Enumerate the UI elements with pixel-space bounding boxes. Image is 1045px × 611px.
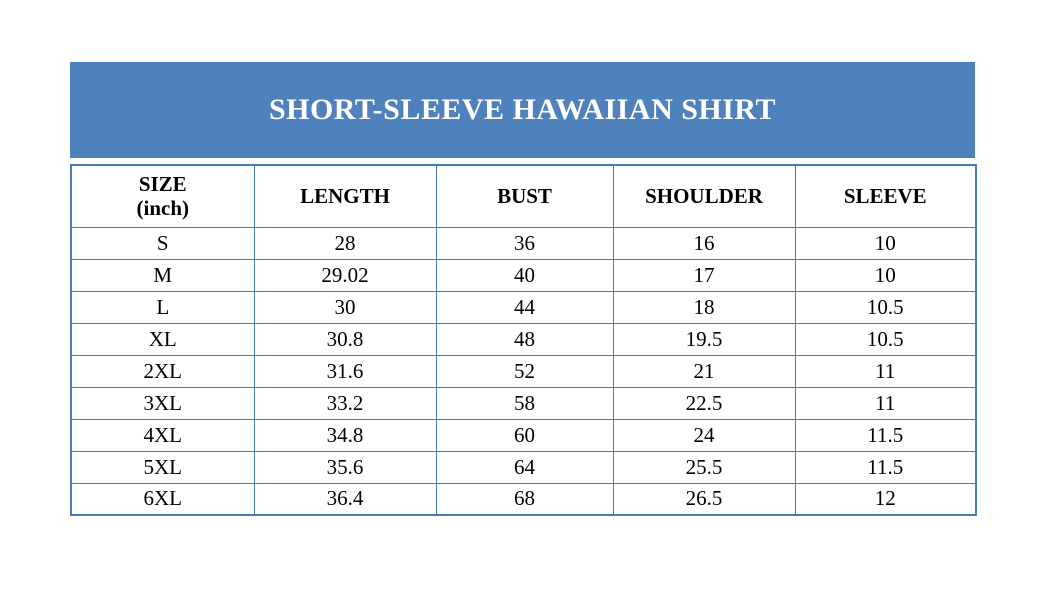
cell-length: 34.8	[253, 418, 437, 452]
cell-sleeve: 10	[794, 258, 977, 292]
cell-shoulder: 22.5	[612, 386, 796, 420]
cell-shoulder: 21	[612, 354, 796, 388]
cell-size: L	[70, 290, 255, 324]
cell-shoulder: 18	[612, 290, 796, 324]
cell-size: S	[70, 226, 255, 260]
table-row: 6XL 36.4 68 26.5 12	[70, 482, 977, 516]
page-title: SHORT-SLEEVE HAWAIIAN SHIRT	[268, 93, 777, 126]
chart-title-banner: SHORT-SLEEVE HAWAIIAN SHIRT	[70, 62, 975, 158]
col-header-shoulder: SHOULDER	[612, 164, 796, 228]
cell-length: 36.4	[253, 482, 437, 516]
cell-length: 29.02	[253, 258, 437, 292]
header-row: SIZE (inch) LENGTH BUST SHOULDER SLEEVE	[70, 164, 977, 228]
table-row: 5XL 35.6 64 25.5 11.5	[70, 450, 977, 484]
cell-length: 35.6	[253, 450, 437, 484]
cell-sleeve: 11	[794, 354, 977, 388]
cell-length: 30.8	[253, 322, 437, 356]
table-row: XL 30.8 48 19.5 10.5	[70, 322, 977, 356]
table-row: 3XL 33.2 58 22.5 11	[70, 386, 977, 420]
cell-length: 31.6	[253, 354, 437, 388]
table-row: 2XL 31.6 52 21 11	[70, 354, 977, 388]
table-row: L 30 44 18 10.5	[70, 290, 977, 324]
cell-length: 33.2	[253, 386, 437, 420]
cell-bust: 36	[435, 226, 614, 260]
cell-bust: 64	[435, 450, 614, 484]
cell-sleeve: 11.5	[794, 450, 977, 484]
cell-size: M	[70, 258, 255, 292]
cell-sleeve: 10.5	[794, 290, 977, 324]
col-header-size-line2: (inch)	[136, 196, 190, 221]
cell-size: 2XL	[70, 354, 255, 388]
cell-size: 6XL	[70, 482, 255, 516]
cell-size: 3XL	[70, 386, 255, 420]
cell-bust: 40	[435, 258, 614, 292]
cell-bust: 48	[435, 322, 614, 356]
cell-sleeve: 10.5	[794, 322, 977, 356]
cell-shoulder: 17	[612, 258, 796, 292]
table-row: M 29.02 40 17 10	[70, 258, 977, 292]
cell-shoulder: 19.5	[612, 322, 796, 356]
cell-shoulder: 24	[612, 418, 796, 452]
cell-bust: 44	[435, 290, 614, 324]
cell-sleeve: 11	[794, 386, 977, 420]
cell-size: XL	[70, 322, 255, 356]
cell-size: 5XL	[70, 450, 255, 484]
cell-sleeve: 10	[794, 226, 977, 260]
col-header-length: LENGTH	[253, 164, 437, 228]
cell-bust: 58	[435, 386, 614, 420]
cell-length: 30	[253, 290, 437, 324]
cell-shoulder: 25.5	[612, 450, 796, 484]
col-header-sleeve: SLEEVE	[794, 164, 977, 228]
cell-size: 4XL	[70, 418, 255, 452]
size-chart-table: SIZE (inch) LENGTH BUST SHOULDER SLEEVE …	[70, 164, 977, 516]
cell-sleeve: 11.5	[794, 418, 977, 452]
table-row: 4XL 34.8 60 24 11.5	[70, 418, 977, 452]
cell-bust: 60	[435, 418, 614, 452]
size-chart-page: SHORT-SLEEVE HAWAIIAN SHIRT SIZE (inch) …	[70, 62, 977, 516]
cell-shoulder: 26.5	[612, 482, 796, 516]
cell-bust: 68	[435, 482, 614, 516]
cell-sleeve: 12	[794, 482, 977, 516]
cell-length: 28	[253, 226, 437, 260]
cell-bust: 52	[435, 354, 614, 388]
col-header-size-line1: SIZE	[138, 172, 187, 197]
col-header-bust: BUST	[435, 164, 614, 228]
col-header-size: SIZE (inch)	[70, 164, 255, 228]
cell-shoulder: 16	[612, 226, 796, 260]
table-row: S 28 36 16 10	[70, 226, 977, 260]
